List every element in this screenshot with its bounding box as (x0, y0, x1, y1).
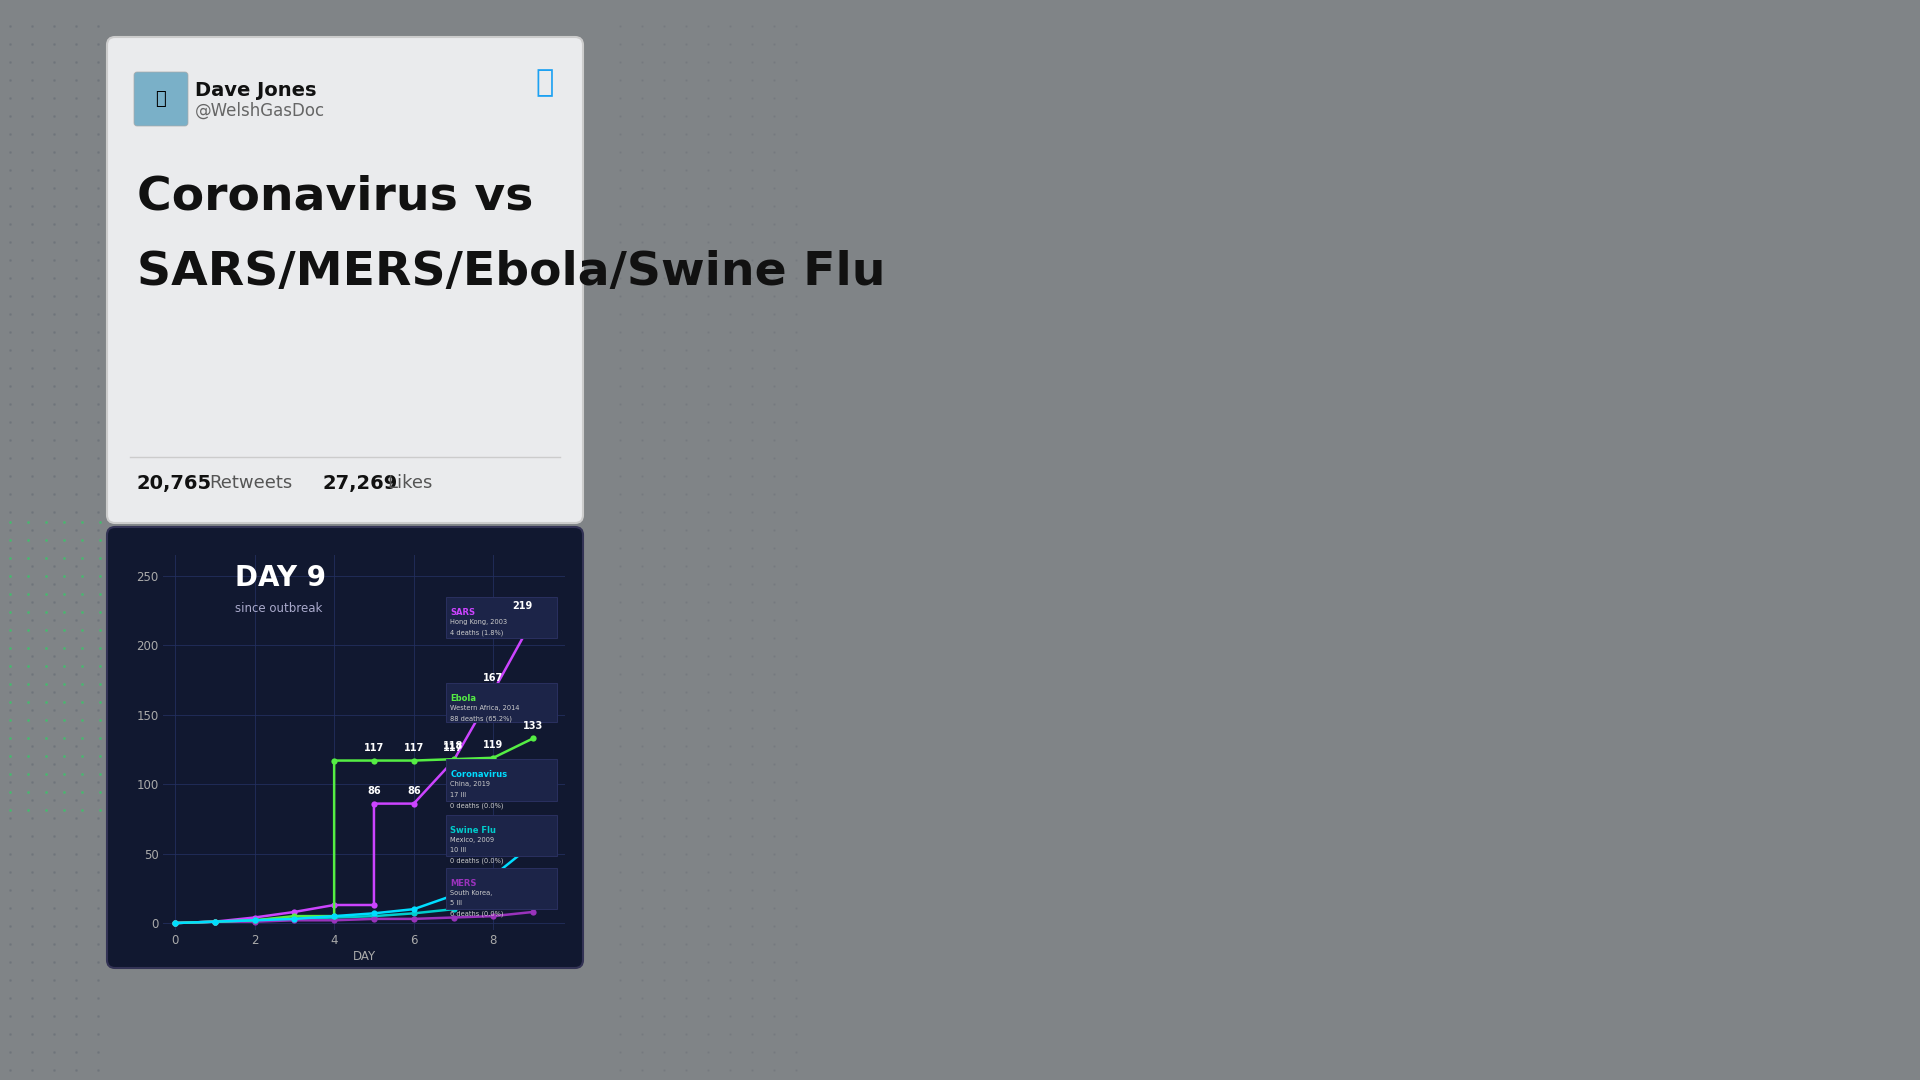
Text: 118: 118 (444, 742, 465, 752)
Text: 133: 133 (522, 720, 543, 730)
Text: 0 deaths (0.0%): 0 deaths (0.0%) (451, 802, 503, 809)
Text: 117: 117 (363, 743, 384, 753)
Text: South Korea,: South Korea, (451, 890, 493, 895)
Text: Ebola: Ebola (451, 693, 476, 703)
Text: 10 III: 10 III (451, 848, 467, 853)
Text: Retweets: Retweets (209, 474, 292, 492)
FancyBboxPatch shape (445, 759, 557, 801)
Text: 167: 167 (484, 674, 503, 684)
Text: Western Africa, 2014: Western Africa, 2014 (451, 705, 520, 711)
Text: 88 deaths (65.2%): 88 deaths (65.2%) (451, 715, 513, 721)
Text: 86: 86 (367, 786, 380, 796)
FancyBboxPatch shape (445, 596, 557, 638)
Text: Coronavirus vs: Coronavirus vs (136, 175, 534, 220)
Text: 219: 219 (513, 602, 532, 611)
Text: SARS/MERS/Ebola/Swine Flu: SARS/MERS/Ebola/Swine Flu (136, 249, 885, 295)
Text: 🐦: 🐦 (536, 68, 555, 97)
Text: Likes: Likes (388, 474, 432, 492)
Text: 117: 117 (403, 743, 424, 753)
Text: Dave Jones: Dave Jones (196, 81, 317, 100)
Text: 5 III: 5 III (451, 900, 463, 906)
Text: Hong Kong, 2003: Hong Kong, 2003 (451, 619, 507, 625)
Text: 0 deaths (0.0%): 0 deaths (0.0%) (451, 858, 503, 864)
FancyBboxPatch shape (108, 37, 584, 523)
Text: @WelshGasDoc: @WelshGasDoc (196, 102, 324, 120)
FancyBboxPatch shape (134, 72, 188, 126)
FancyBboxPatch shape (108, 527, 584, 968)
Text: MERS: MERS (451, 879, 476, 888)
FancyBboxPatch shape (445, 814, 557, 856)
Text: 86: 86 (407, 786, 420, 796)
X-axis label: DAY: DAY (353, 950, 376, 963)
Text: Coronavirus: Coronavirus (451, 770, 507, 780)
FancyBboxPatch shape (445, 683, 557, 721)
Text: SARS: SARS (451, 608, 476, 617)
Text: DAY 9: DAY 9 (234, 564, 326, 592)
Text: 17 III: 17 III (451, 792, 467, 798)
FancyBboxPatch shape (445, 867, 557, 909)
Text: 6 deaths (0.0%): 6 deaths (0.0%) (451, 910, 503, 917)
Text: China, 2019: China, 2019 (451, 782, 490, 787)
Text: 👤: 👤 (156, 90, 167, 108)
Text: since outbreak: since outbreak (234, 602, 323, 615)
Text: 117: 117 (444, 743, 463, 753)
Text: 4 deaths (1.8%): 4 deaths (1.8%) (451, 630, 503, 636)
Text: 20,765: 20,765 (136, 473, 211, 492)
Text: 27,269: 27,269 (323, 473, 397, 492)
Text: Mexico, 2009: Mexico, 2009 (451, 837, 495, 843)
Text: 119: 119 (484, 740, 503, 750)
Text: Swine Flu: Swine Flu (451, 826, 497, 835)
